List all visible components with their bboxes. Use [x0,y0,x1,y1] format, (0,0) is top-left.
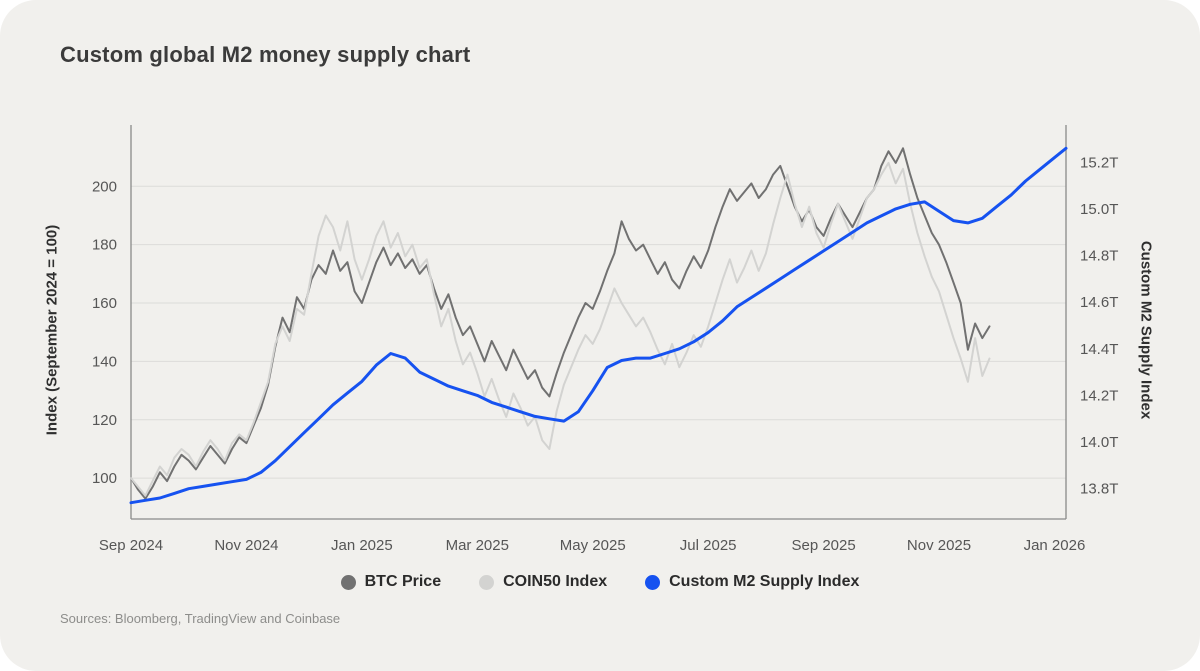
legend-item-m2: Custom M2 Supply Index [645,573,859,591]
svg-text:100: 100 [92,470,117,487]
svg-text:Nov 2025: Nov 2025 [907,537,971,554]
svg-text:Sep 2024: Sep 2024 [99,537,163,554]
legend-item-coin50: COIN50 Index [479,573,607,591]
series-lines [129,146,1068,505]
svg-text:May 2025: May 2025 [560,537,626,554]
legend: BTC Price COIN50 Index Custom M2 Supply … [0,573,1200,591]
svg-text:14.4T: 14.4T [1080,341,1118,358]
svg-text:15.2T: 15.2T [1080,154,1118,171]
left-axis-label: Index (September 2024 = 100) [43,224,61,436]
tick-labels: 100 120 140 160 180 200 13.8T 14.0T 14.2T 14.4T 14… [92,154,1118,554]
svg-text:180: 180 [92,237,117,254]
svg-text:Jan 2026: Jan 2026 [1024,537,1086,554]
legend-label-m2: Custom M2 Supply Index [669,573,860,590]
svg-text:15.0T: 15.0T [1080,201,1118,218]
svg-text:13.8T: 13.8T [1080,481,1118,498]
svg-text:Jan 2025: Jan 2025 [331,537,393,554]
svg-text:Mar 2025: Mar 2025 [446,537,509,554]
legend-dot-btc [340,574,356,590]
svg-text:14.0T: 14.0T [1080,434,1118,451]
svg-text:140: 140 [92,353,117,370]
legend-dot-coin50 [479,574,495,590]
svg-text:Sep 2025: Sep 2025 [791,537,855,554]
legend-dot-m2 [645,574,661,590]
svg-text:14.8T: 14.8T [1080,248,1118,265]
svg-text:120: 120 [92,412,117,429]
legend-label-btc: BTC Price [364,573,442,590]
svg-text:14.2T: 14.2T [1080,387,1118,404]
right-axis-label: Custom M2 Supply Index [1137,240,1155,420]
svg-text:Nov 2024: Nov 2024 [214,537,278,554]
sources-text: Sources: Bloomberg, TradingView and Coin… [60,611,341,626]
legend-label-coin50: COIN50 Index [503,573,608,590]
gridlines [131,185,1066,479]
svg-text:200: 200 [92,178,117,195]
svg-text:Jul 2025: Jul 2025 [680,537,737,554]
svg-text:14.6T: 14.6T [1080,294,1118,311]
axis-frame [130,125,1067,520]
chart-title: Custom global M2 money supply chart [60,42,471,67]
svg-text:160: 160 [92,295,117,312]
legend-item-btc: BTC Price [340,573,442,591]
